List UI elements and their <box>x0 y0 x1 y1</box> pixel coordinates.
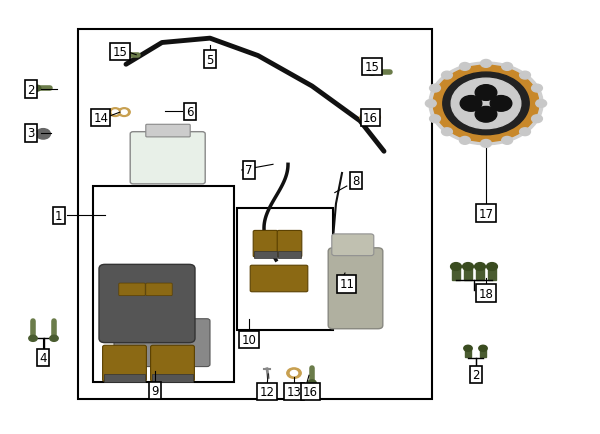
Circle shape <box>109 108 121 117</box>
FancyBboxPatch shape <box>146 283 172 296</box>
Circle shape <box>360 114 372 122</box>
Circle shape <box>442 128 452 136</box>
Circle shape <box>532 115 542 123</box>
FancyBboxPatch shape <box>332 234 374 256</box>
FancyBboxPatch shape <box>328 248 383 329</box>
Text: 13: 13 <box>287 385 301 398</box>
Text: 6: 6 <box>187 105 194 118</box>
FancyBboxPatch shape <box>250 266 308 292</box>
Text: 9: 9 <box>151 384 158 397</box>
Circle shape <box>442 72 452 80</box>
Circle shape <box>536 100 547 108</box>
Circle shape <box>116 53 124 59</box>
Circle shape <box>532 85 542 93</box>
Bar <box>476 268 484 280</box>
Circle shape <box>443 73 529 135</box>
FancyBboxPatch shape <box>130 132 205 184</box>
Text: 2: 2 <box>28 83 35 96</box>
Circle shape <box>520 72 530 80</box>
Text: 12: 12 <box>260 385 275 398</box>
Bar <box>452 268 460 280</box>
Bar <box>78 30 432 399</box>
Circle shape <box>290 371 298 376</box>
Circle shape <box>430 85 440 93</box>
Circle shape <box>481 140 491 148</box>
FancyBboxPatch shape <box>104 374 145 382</box>
Text: 17: 17 <box>479 207 494 220</box>
FancyBboxPatch shape <box>253 231 278 257</box>
Circle shape <box>464 345 472 352</box>
Circle shape <box>121 111 127 115</box>
Circle shape <box>481 60 491 68</box>
Text: 18: 18 <box>479 287 493 300</box>
Circle shape <box>371 116 377 120</box>
Circle shape <box>429 63 543 145</box>
Circle shape <box>433 66 539 142</box>
Circle shape <box>475 85 497 101</box>
Bar <box>464 268 472 280</box>
Text: 15: 15 <box>113 46 127 59</box>
Circle shape <box>502 63 512 71</box>
Text: 8: 8 <box>352 174 359 187</box>
Circle shape <box>460 137 470 145</box>
Text: 2: 2 <box>472 368 479 381</box>
Circle shape <box>502 137 512 145</box>
Bar <box>93 187 234 382</box>
Text: 10: 10 <box>242 333 256 346</box>
Circle shape <box>29 335 37 342</box>
Bar <box>480 349 486 357</box>
Circle shape <box>363 116 369 120</box>
Text: 16: 16 <box>362 112 378 125</box>
Circle shape <box>451 79 521 129</box>
FancyBboxPatch shape <box>278 251 301 259</box>
Circle shape <box>287 368 301 378</box>
Circle shape <box>36 129 50 140</box>
Circle shape <box>479 345 487 352</box>
Circle shape <box>490 96 512 112</box>
Circle shape <box>50 335 58 342</box>
Circle shape <box>430 115 440 123</box>
Circle shape <box>463 263 473 271</box>
Circle shape <box>460 96 482 112</box>
FancyBboxPatch shape <box>114 319 210 367</box>
Circle shape <box>308 380 316 386</box>
Circle shape <box>487 263 497 271</box>
Circle shape <box>368 114 380 122</box>
FancyBboxPatch shape <box>99 265 195 343</box>
Text: 4: 4 <box>40 351 47 364</box>
FancyBboxPatch shape <box>103 345 146 381</box>
Bar <box>465 349 471 357</box>
FancyBboxPatch shape <box>277 231 302 257</box>
Text: 3: 3 <box>28 127 35 140</box>
FancyBboxPatch shape <box>254 251 277 259</box>
Text: 15: 15 <box>365 61 379 74</box>
Circle shape <box>425 100 436 108</box>
FancyBboxPatch shape <box>152 374 193 382</box>
Text: 7: 7 <box>245 164 253 177</box>
Circle shape <box>368 70 376 76</box>
Text: 1: 1 <box>55 209 62 222</box>
Bar <box>237 208 333 330</box>
Circle shape <box>460 63 470 71</box>
Circle shape <box>451 263 461 271</box>
Circle shape <box>32 86 41 92</box>
Text: 16: 16 <box>303 385 318 398</box>
FancyBboxPatch shape <box>119 283 145 296</box>
Text: 5: 5 <box>206 53 214 66</box>
Circle shape <box>112 111 118 115</box>
FancyBboxPatch shape <box>146 125 190 138</box>
Text: 14: 14 <box>94 112 109 125</box>
Circle shape <box>118 108 130 117</box>
Circle shape <box>520 128 530 136</box>
Text: 11: 11 <box>340 278 354 291</box>
Circle shape <box>475 263 485 271</box>
Circle shape <box>475 107 497 123</box>
Bar <box>488 268 496 280</box>
FancyBboxPatch shape <box>151 345 194 381</box>
